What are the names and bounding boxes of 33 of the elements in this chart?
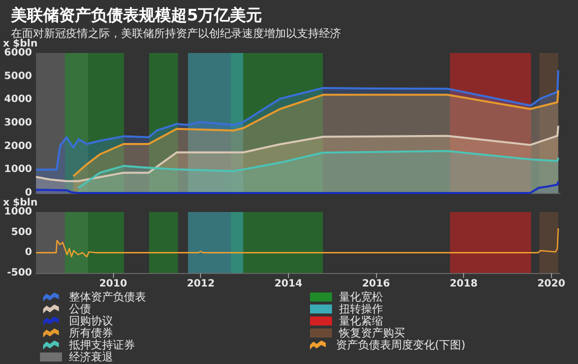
line-series: [35, 228, 559, 258]
x-tick-label: 2020: [537, 278, 566, 290]
chart-subtitle: 在面对新冠疫情之际，美联储所持资产以创纪录速度增加以支持经济: [11, 27, 341, 40]
y-tick-label: 1000: [4, 206, 32, 218]
x-tick-label: 2018: [450, 278, 478, 290]
legend-label: 抵押支持证券: [68, 338, 135, 352]
chart-title: 美联储资产负债表规模超5万亿美元: [10, 6, 262, 24]
y-tick-label: 0: [25, 188, 32, 198]
y-axis-title: x $bln: [3, 198, 38, 208]
y-tick-label: 5000: [4, 70, 32, 82]
legend-label: 公债: [69, 302, 91, 316]
y-tick-label: 0: [25, 247, 32, 258]
y-tick-label: 2000: [4, 140, 32, 152]
legend-label: 恢复资产购买: [338, 326, 405, 340]
legend-label: 扭转操作: [339, 302, 383, 316]
legend-label: 资产负债表周度变化(下图): [336, 338, 466, 352]
y-tick-label: 500: [11, 226, 32, 238]
y-tick-label: 4000: [4, 94, 32, 106]
x-tick-label: 2016: [362, 278, 390, 290]
legend-label: 经济衰退: [69, 350, 113, 364]
legend-label: 量化紧缩: [339, 314, 383, 328]
y-tick-label: 1000: [4, 164, 32, 176]
x-tick-label: 2010: [99, 278, 128, 290]
y-tick-label: -500: [6, 268, 32, 278]
legend-label: 量化宽松: [339, 290, 383, 304]
y-tick-label: 6000: [4, 48, 32, 58]
legend-label: 所有债券: [69, 326, 113, 340]
legend-label: 整体资产负债表: [69, 290, 146, 304]
x-tick-label: 2012: [186, 278, 215, 290]
y-axis-title: x $bln: [3, 38, 38, 50]
legend-label: 回购协议: [69, 314, 113, 328]
y-tick-label: 3000: [4, 118, 32, 128]
x-tick-label: 2014: [274, 278, 302, 290]
